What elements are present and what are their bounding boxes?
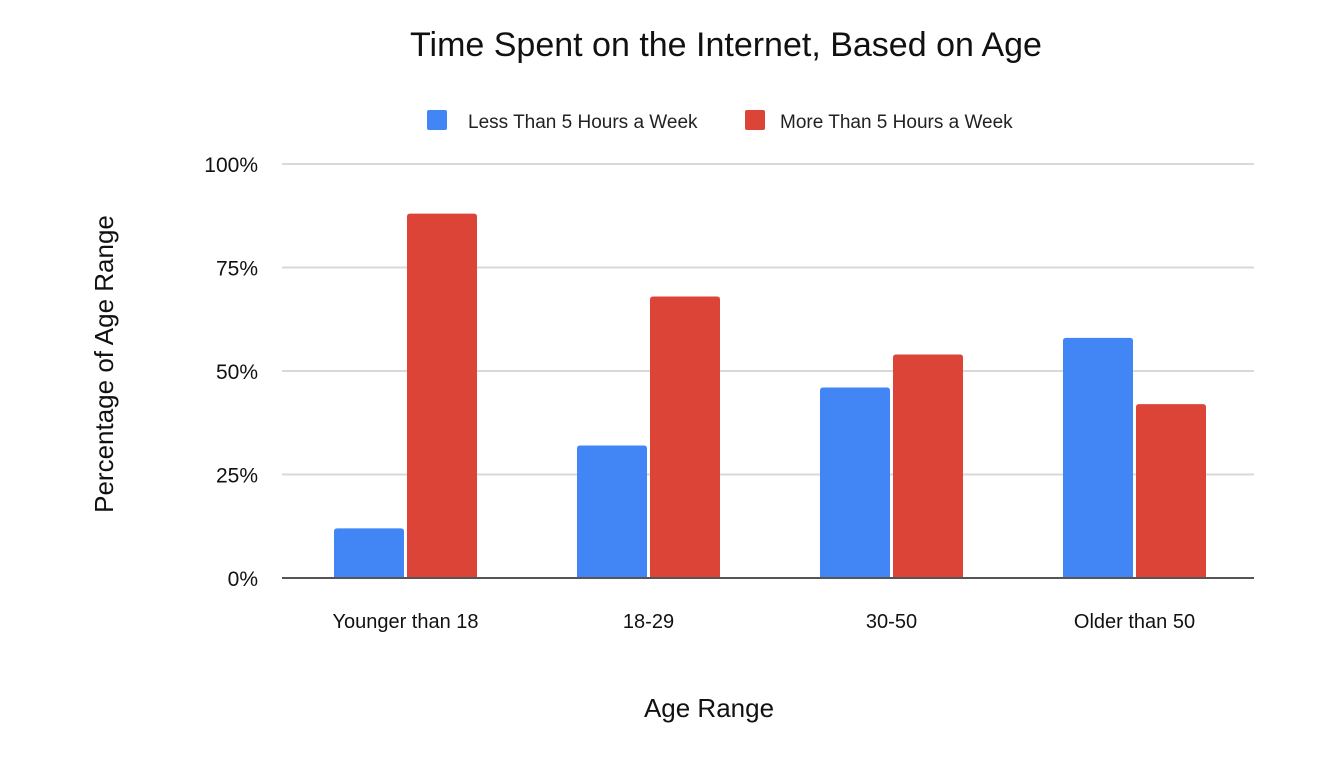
x-tick-label-younger-than-18: Younger than 18 bbox=[332, 611, 478, 633]
x-tick-label-30-50: 30-50 bbox=[866, 611, 917, 633]
chart-title: Time Spent on the Internet, Based on Age bbox=[410, 26, 1042, 64]
bar-more-than-5-hours-a-week-30-50 bbox=[893, 354, 963, 578]
y-tick-label-0: 0% bbox=[228, 568, 258, 591]
legend: Less Than 5 Hours a Week More Than 5 Hou… bbox=[427, 110, 1013, 133]
x-tick-label-older-than-50: Older than 50 bbox=[1074, 611, 1195, 633]
bars bbox=[334, 213, 1206, 578]
x-axis-tick-labels: Younger than 18 18-29 30-50 Older than 50 bbox=[332, 611, 1195, 633]
legend-swatch-more-than-5-hours bbox=[745, 110, 765, 130]
bar-less-than-5-hours-a-week-18-29 bbox=[577, 445, 647, 578]
y-tick-label-50: 50% bbox=[216, 361, 258, 384]
bar-more-than-5-hours-a-week-older-than-50 bbox=[1136, 404, 1206, 578]
y-tick-label-100: 100% bbox=[204, 154, 258, 177]
y-axis-label: Percentage of Age Range bbox=[89, 215, 119, 513]
x-axis-label: Age Range bbox=[644, 693, 774, 723]
y-tick-label-75: 75% bbox=[216, 258, 258, 281]
legend-label-less-than-5-hours: Less Than 5 Hours a Week bbox=[468, 112, 698, 133]
bar-less-than-5-hours-a-week-older-than-50 bbox=[1063, 337, 1133, 578]
x-tick-label-18-29: 18-29 bbox=[623, 611, 674, 633]
y-tick-label-25: 25% bbox=[216, 465, 258, 488]
bar-less-than-5-hours-a-week-30-50 bbox=[820, 387, 890, 578]
bar-more-than-5-hours-a-week-18-29 bbox=[650, 296, 720, 578]
bar-more-than-5-hours-a-week-younger-than-18 bbox=[407, 213, 477, 578]
legend-label-more-than-5-hours: More Than 5 Hours a Week bbox=[780, 112, 1013, 133]
bar-less-than-5-hours-a-week-younger-than-18 bbox=[334, 528, 404, 578]
y-axis-tick-labels: 0% 25% 50% 75% 100% bbox=[204, 154, 258, 591]
legend-swatch-less-than-5-hours bbox=[427, 110, 447, 130]
